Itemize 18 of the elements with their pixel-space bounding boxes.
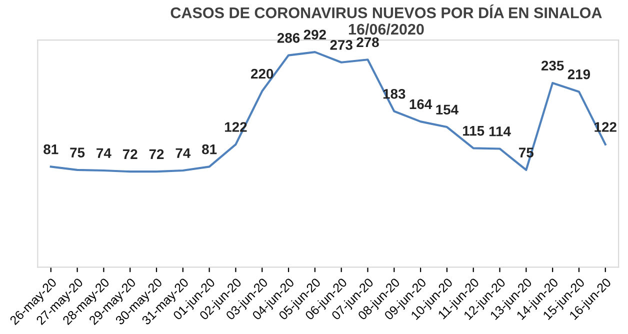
data-label: 286 bbox=[277, 32, 300, 43]
data-label: 164 bbox=[410, 99, 432, 110]
data-label: 219 bbox=[568, 69, 590, 80]
data-label: 81 bbox=[44, 144, 58, 154]
data-label: 278 bbox=[356, 37, 379, 48]
data-label: 74 bbox=[96, 148, 112, 158]
data-label: 220 bbox=[251, 68, 274, 79]
data-label: 154 bbox=[436, 104, 458, 115]
data-label: 114 bbox=[489, 126, 511, 136]
data-label: 273 bbox=[330, 40, 352, 50]
data-label: 115 bbox=[463, 126, 484, 136]
data-label: 72 bbox=[122, 149, 138, 159]
data-label: 235 bbox=[541, 60, 564, 71]
data-label: 292 bbox=[304, 30, 326, 40]
data-label: 72 bbox=[149, 149, 164, 159]
data-label: 74 bbox=[176, 148, 191, 158]
data-label: 81 bbox=[202, 144, 217, 154]
data-label: 75 bbox=[70, 148, 85, 158]
